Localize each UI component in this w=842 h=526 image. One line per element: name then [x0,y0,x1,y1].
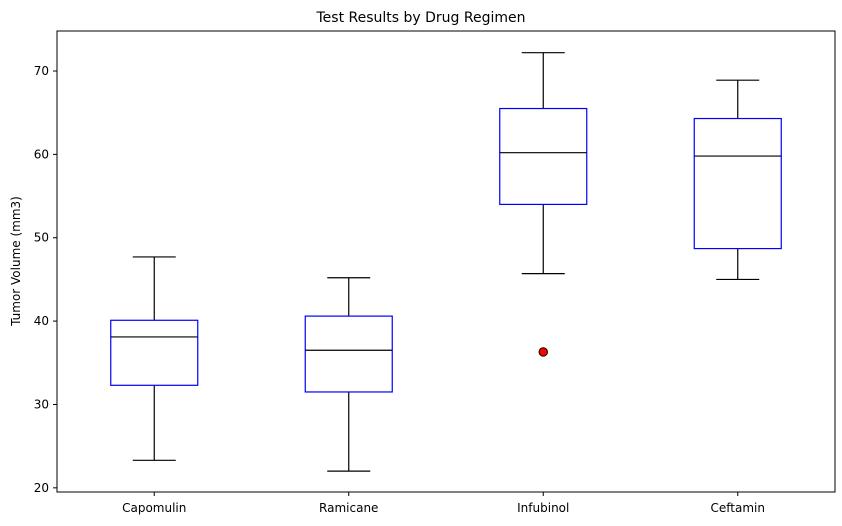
axes-frame [56,30,836,493]
x-tick-label-capomulin: Capomulin [122,501,186,515]
plot-area: 20 30 40 50 60 70 Capomulin Ramicane Infubinol Ce… [34,30,836,515]
chart-title: Test Results by Drug Regimen [315,10,525,26]
x-tick-label-ceftamin: Ceftamin [711,501,765,515]
outlier-point-infubinol-0 [538,347,548,357]
box-ramicane [304,277,393,472]
box-capomulin [110,256,199,461]
iqr-box-ramicane [304,315,393,393]
y-tick-label-60: 60 [34,147,49,161]
y-axis-label: Tumor Volume (mm3) [9,196,23,327]
y-tick-label-40: 40 [34,314,49,328]
x-tick-label-ramicane: Ramicane [319,501,378,515]
x-tick-label-infubinol: Infubinol [517,501,569,515]
iqr-box-capomulin [110,319,199,386]
box-infubinol [499,52,588,357]
box-ceftamin [693,79,782,281]
y-tick-label-20: 20 [34,481,49,495]
iqr-box-infubinol [499,107,588,205]
y-tick-label-70: 70 [34,64,49,78]
y-tick-label-30: 30 [34,397,49,411]
y-tick-label-50: 50 [34,231,49,245]
iqr-box-ceftamin [693,117,782,250]
